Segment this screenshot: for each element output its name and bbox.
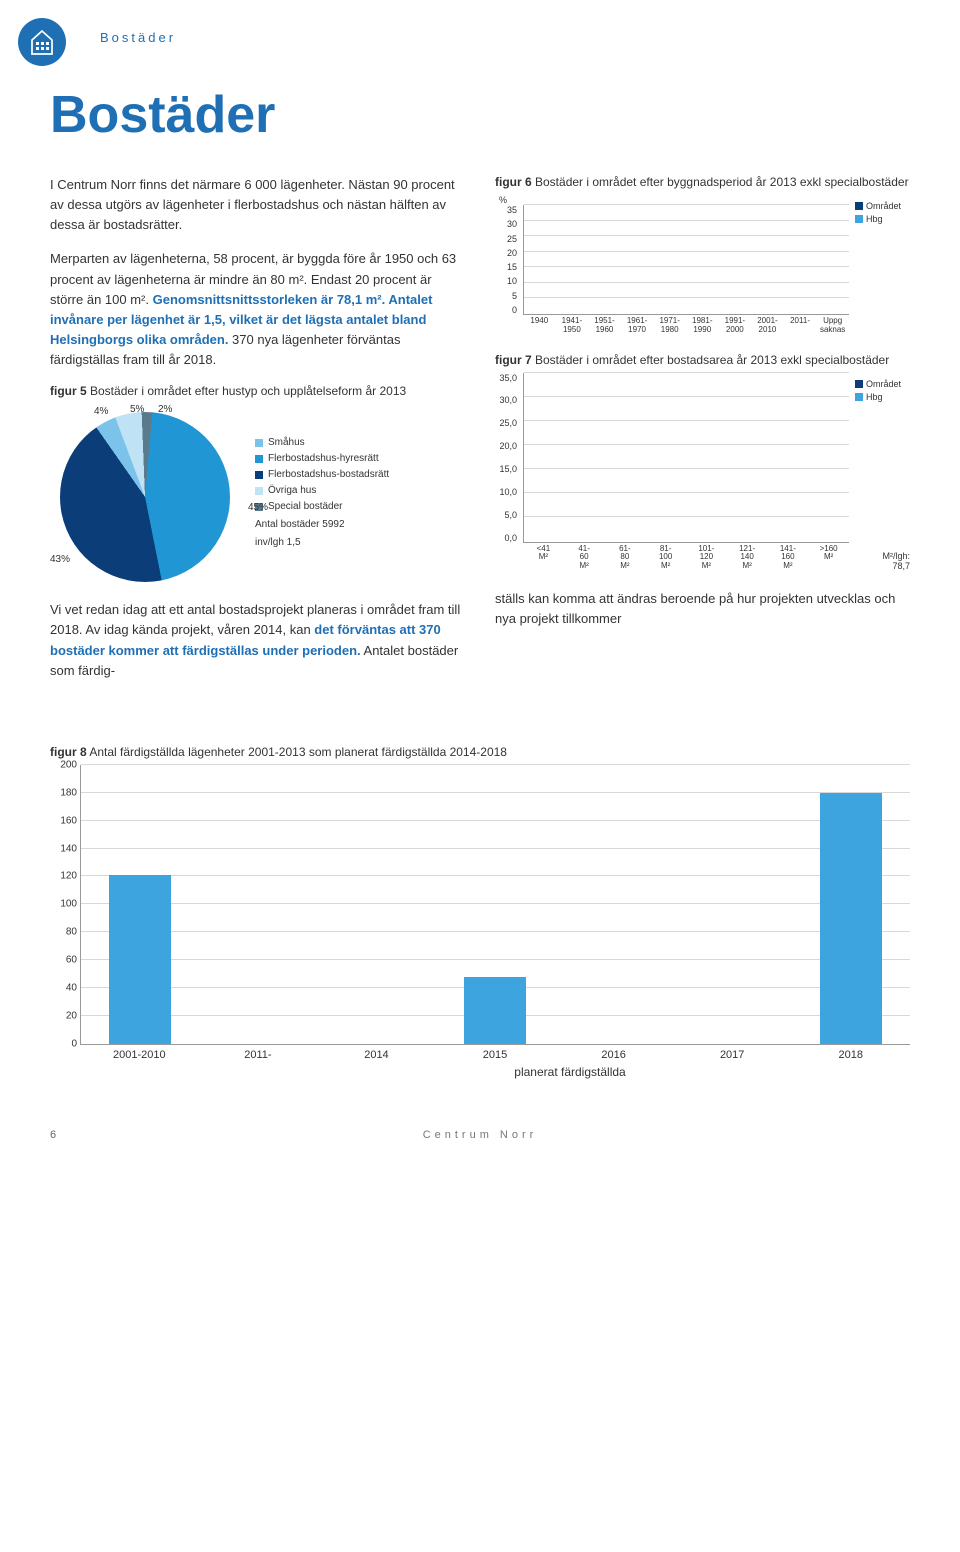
fig6-chart: 35302520151050 — [495, 205, 849, 315]
body-text: Vi vet redan idag att ett antal bostadsp… — [50, 600, 465, 681]
fig6-caption: figur 6 Bostäder i området efter byggnad… — [495, 175, 910, 189]
fig5-pie-chart: 4% 5% 2% 43% 45% Småhus Flerbostadshus-h… — [50, 404, 465, 582]
fig5-caption: figur 5 Bostäder i området efter hustyp … — [50, 384, 465, 398]
page-number: 6 — [50, 1129, 80, 1141]
page-footer: 6 Centrum Norr — [50, 1129, 910, 1141]
fig8-sub-caption: planerat färdigställda — [230, 1065, 910, 1079]
header-icon — [18, 18, 66, 66]
fig5-legend: Småhus Flerbostadshus-hyresrätt Flerbost… — [255, 435, 389, 551]
body-text: Merparten av lägenheterna, 58 procent, ä… — [50, 249, 465, 370]
footer-title: Centrum Norr — [80, 1129, 880, 1141]
fig7-chart: 35,030,025,020,015,010,05,00,0 — [495, 373, 849, 543]
fig8-chart: 200180160140120100806040200 — [80, 765, 910, 1045]
fig7-caption: figur 7 Bostäder i området efter bostads… — [495, 353, 910, 367]
fig6-legend: Området Hbg — [855, 195, 910, 335]
fig7-legend: Området Hbg M²/lgh:78,7 — [855, 373, 910, 571]
page-title: Bostäder — [50, 85, 910, 145]
fig8-caption: figur 8 Antal färdigställda lägenheter 2… — [50, 745, 910, 759]
body-text: I Centrum Norr finns det närmare 6 000 l… — [50, 175, 465, 235]
body-text: ställs kan komma att ändras beroende på … — [495, 589, 910, 629]
breadcrumb: Bostäder — [100, 30, 910, 45]
